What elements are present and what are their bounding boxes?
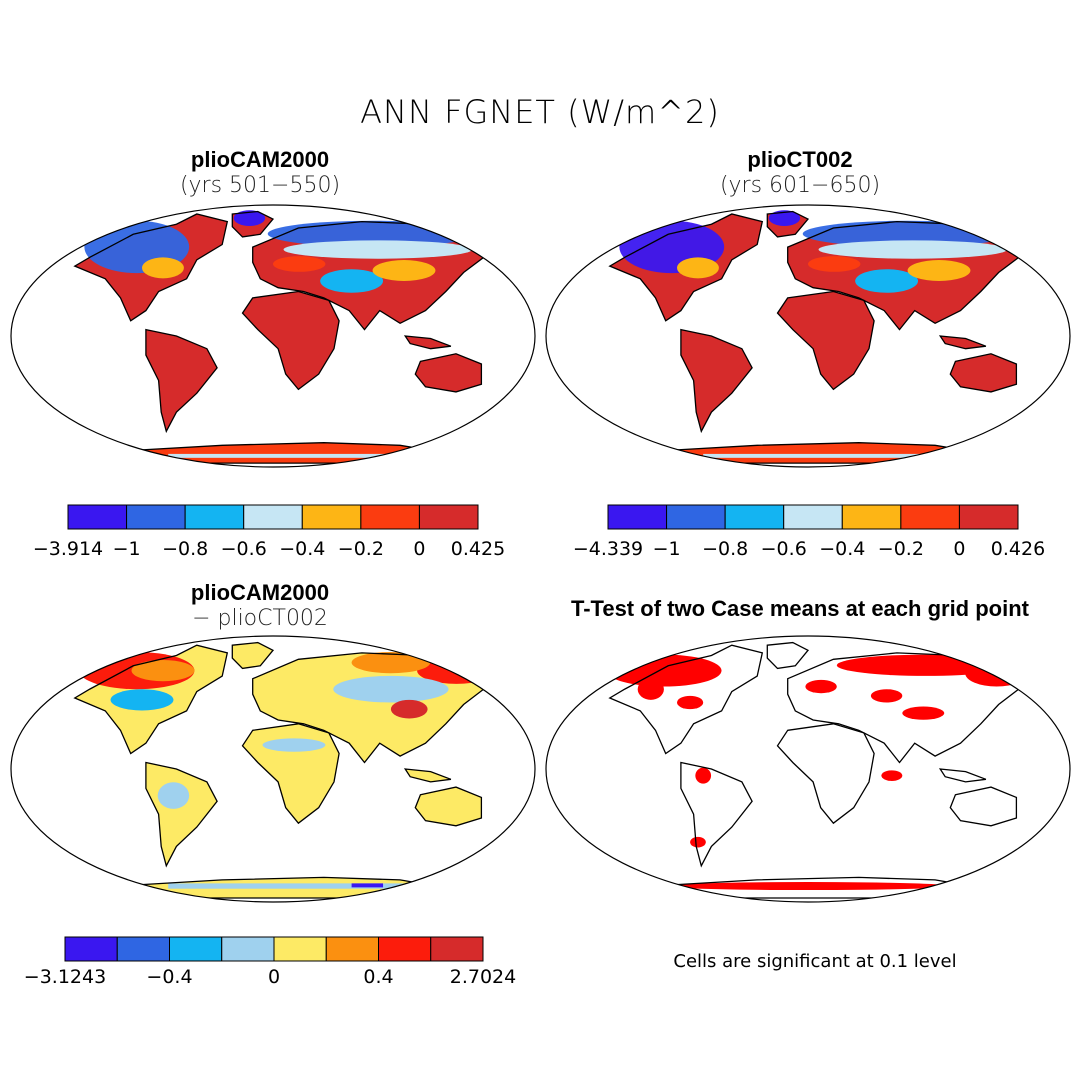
colorbar-cell — [301, 504, 362, 530]
map-border — [10, 635, 536, 903]
continent-australia — [950, 353, 1017, 392]
colorbar-tick-label: 0 — [268, 966, 280, 988]
colorbar-top-right: −4.339 −1 −0.8 −0.6 −0.4 −0.2 0 0.426 — [573, 504, 1045, 560]
figure-title: ANN FGNET (W/m^2) — [360, 93, 720, 131]
panel-title-bottom-right: T-Test of two Case means at each grid po… — [570, 596, 1029, 621]
significant-cell — [663, 882, 953, 891]
colorbar-tick-label: 0 — [953, 538, 965, 560]
continent-africa — [777, 723, 875, 824]
colorbar-tick-label: −0.4 — [146, 966, 192, 988]
significant-cell — [870, 689, 903, 703]
continent-australia — [950, 787, 1017, 826]
continent-southAmerica — [680, 329, 753, 432]
continent-africa — [242, 291, 340, 390]
colorbar-tick-label: −0.4 — [279, 538, 325, 560]
colorbar-cell — [169, 936, 223, 962]
colorbar-tick-label: −0.8 — [162, 538, 208, 560]
continent-australia — [415, 353, 482, 392]
continent-antarctica — [133, 442, 431, 464]
colorbar-cell — [418, 504, 479, 530]
panel-title-top-left: plioCAM2000 — [190, 147, 330, 172]
colorbar-cell — [184, 504, 245, 530]
colorbar-cell — [841, 504, 902, 530]
colorbar-tick-label: −0.6 — [761, 538, 807, 560]
panel-title-bottom-left: plioCAM2000 — [190, 580, 330, 605]
continent-indonesia — [405, 769, 451, 782]
panel-subtitle-bottom-left: − plioCT002 — [192, 606, 328, 631]
colorbar-tick-label: −3.914 — [33, 538, 103, 560]
map-border — [10, 204, 536, 468]
colorbar-tick-label: 0 — [413, 538, 425, 560]
significant-cell — [805, 679, 837, 694]
colorbar-cell — [67, 504, 128, 530]
colorbar-cell — [958, 504, 1019, 530]
significant-cell — [677, 695, 704, 710]
significant-cell — [881, 770, 903, 781]
colorbar-cell — [126, 504, 186, 530]
colorbar-cell — [325, 936, 379, 962]
colorbar-cell — [900, 504, 960, 530]
colorbar-tick-label: −1 — [113, 538, 141, 560]
significant-cell — [637, 678, 664, 700]
continent-southAmerica — [145, 329, 218, 432]
colorbar-tick-label: 0.425 — [451, 538, 505, 560]
colorbar-cell — [607, 504, 668, 530]
continent-indonesia — [940, 769, 986, 782]
colorbar-cell — [666, 504, 726, 530]
map-bottom-left — [10, 635, 536, 903]
colorbar-tick-label: −0.2 — [338, 538, 384, 560]
panel-subtitle-top-right: (yrs 601−650) — [719, 173, 881, 198]
continent-indonesia — [940, 336, 986, 349]
colorbar-cell — [783, 504, 843, 530]
significant-cell — [690, 836, 706, 848]
colorbar-bottom-left: −3.1243 −0.4 0 0.4 2.7024 — [24, 936, 516, 988]
colorbar-tick-label: −0.8 — [702, 538, 748, 560]
colorbar-cell — [221, 936, 275, 962]
colorbar-cell — [378, 936, 432, 962]
panel-title-top-right: plioCT002 — [747, 147, 853, 172]
significant-cell — [695, 767, 712, 784]
colorbar-tick-label: 2.7024 — [450, 966, 516, 988]
colorbar-tick-label: −3.1243 — [24, 966, 106, 988]
continent-africa — [777, 291, 875, 390]
map-top-right — [545, 204, 1071, 468]
map-top-left — [10, 204, 536, 468]
panel-subtitle-top-left: (yrs 501−550) — [179, 173, 341, 198]
colorbar-cell — [430, 936, 484, 962]
significance-note: Cells are significant at 0.1 level — [673, 951, 957, 972]
colorbar-tick-label: 0.426 — [991, 538, 1045, 560]
continent-indonesia — [405, 336, 451, 349]
colorbar-tick-label: −0.6 — [221, 538, 267, 560]
colorbar-tick-label: 0.4 — [363, 966, 393, 988]
colorbar-tick-label: −4.339 — [573, 538, 643, 560]
continent-australia — [415, 787, 482, 826]
colorbar-cell — [273, 936, 327, 962]
colorbar-cell — [64, 936, 118, 962]
continent-antarctica — [668, 442, 966, 464]
colorbar-cell — [116, 936, 170, 962]
colorbar-tick-label: −0.4 — [819, 538, 865, 560]
colorbar-tick-label: −1 — [653, 538, 681, 560]
colorbar-tick-label: −0.2 — [878, 538, 924, 560]
significant-cell — [902, 706, 945, 720]
colorbar-cell — [360, 504, 420, 530]
map-border — [545, 635, 1071, 903]
colorbar-cell — [724, 504, 785, 530]
colorbar-cell — [243, 504, 303, 530]
map-border — [545, 204, 1071, 468]
colorbar-top-left: −3.914 −1 −0.8 −0.6 −0.4 −0.2 0 0.425 — [33, 504, 505, 560]
continent-eurasia — [787, 652, 1024, 763]
